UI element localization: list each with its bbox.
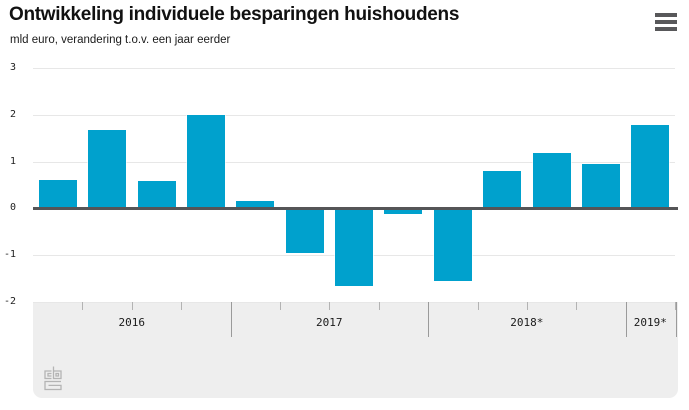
x-axis-year-label: 2016 (118, 316, 146, 329)
gridline-1 (33, 161, 675, 163)
quarter-tick (378, 302, 380, 310)
chart-subtitle: mld euro, verandering t.o.v. een jaar ee… (10, 34, 231, 46)
x-axis-year-label: 2018* (510, 316, 544, 329)
x-axis-year-label: 2019* (633, 316, 667, 329)
y-axis-label: 3 (9, 62, 16, 73)
quarter-tick (477, 302, 479, 310)
x-axis-year-label: 2017 (316, 316, 343, 329)
bar-2018-q4[interactable] (581, 163, 620, 209)
quarter-tick (329, 302, 331, 310)
bar-2019-q1[interactable] (631, 125, 670, 209)
bar-2017-q3[interactable] (335, 209, 373, 286)
gridline-3 (33, 68, 675, 69)
bar-2017-q2[interactable] (285, 209, 324, 254)
gridline-2 (33, 114, 675, 116)
quarter-tick (675, 302, 676, 310)
bar-2016-q3[interactable] (137, 181, 176, 209)
quarter-tick (576, 302, 578, 310)
cbs-logo (44, 366, 62, 391)
zero-line (33, 206, 678, 210)
bar-2016-q4[interactable] (186, 114, 225, 209)
menu-button[interactable] (655, 12, 677, 32)
y-axis-label: 0 (9, 202, 16, 214)
year-divider (625, 302, 627, 337)
y-axis-label: 2 (9, 108, 16, 120)
chart-title: Ontwikkeling individuele besparingen hui… (9, 4, 460, 25)
quarter-tick (526, 302, 528, 310)
year-divider (230, 302, 232, 337)
gridline--2 (33, 302, 675, 303)
bar-2016-q2[interactable] (88, 129, 127, 209)
bar-2017-q1[interactable] (236, 201, 275, 209)
x-axis-band (33, 302, 678, 398)
bar-2016-q1[interactable] (38, 180, 77, 209)
bar-2018-q3[interactable] (532, 152, 571, 209)
y-axis-label: 1 (9, 155, 16, 167)
year-divider (428, 302, 430, 337)
bar-2018-q1[interactable] (433, 209, 472, 281)
quarter-tick (82, 302, 84, 310)
bar-2018-q2[interactable] (483, 171, 522, 209)
bar-2017-q4[interactable] (384, 209, 423, 214)
y-axis-label: -2 (3, 296, 16, 307)
hamburger-icon (655, 13, 677, 31)
y-axis-label: -1 (3, 249, 16, 261)
year-divider (676, 302, 677, 337)
quarter-tick (181, 302, 183, 310)
quarter-tick (279, 302, 281, 310)
quarter-tick (131, 302, 133, 310)
